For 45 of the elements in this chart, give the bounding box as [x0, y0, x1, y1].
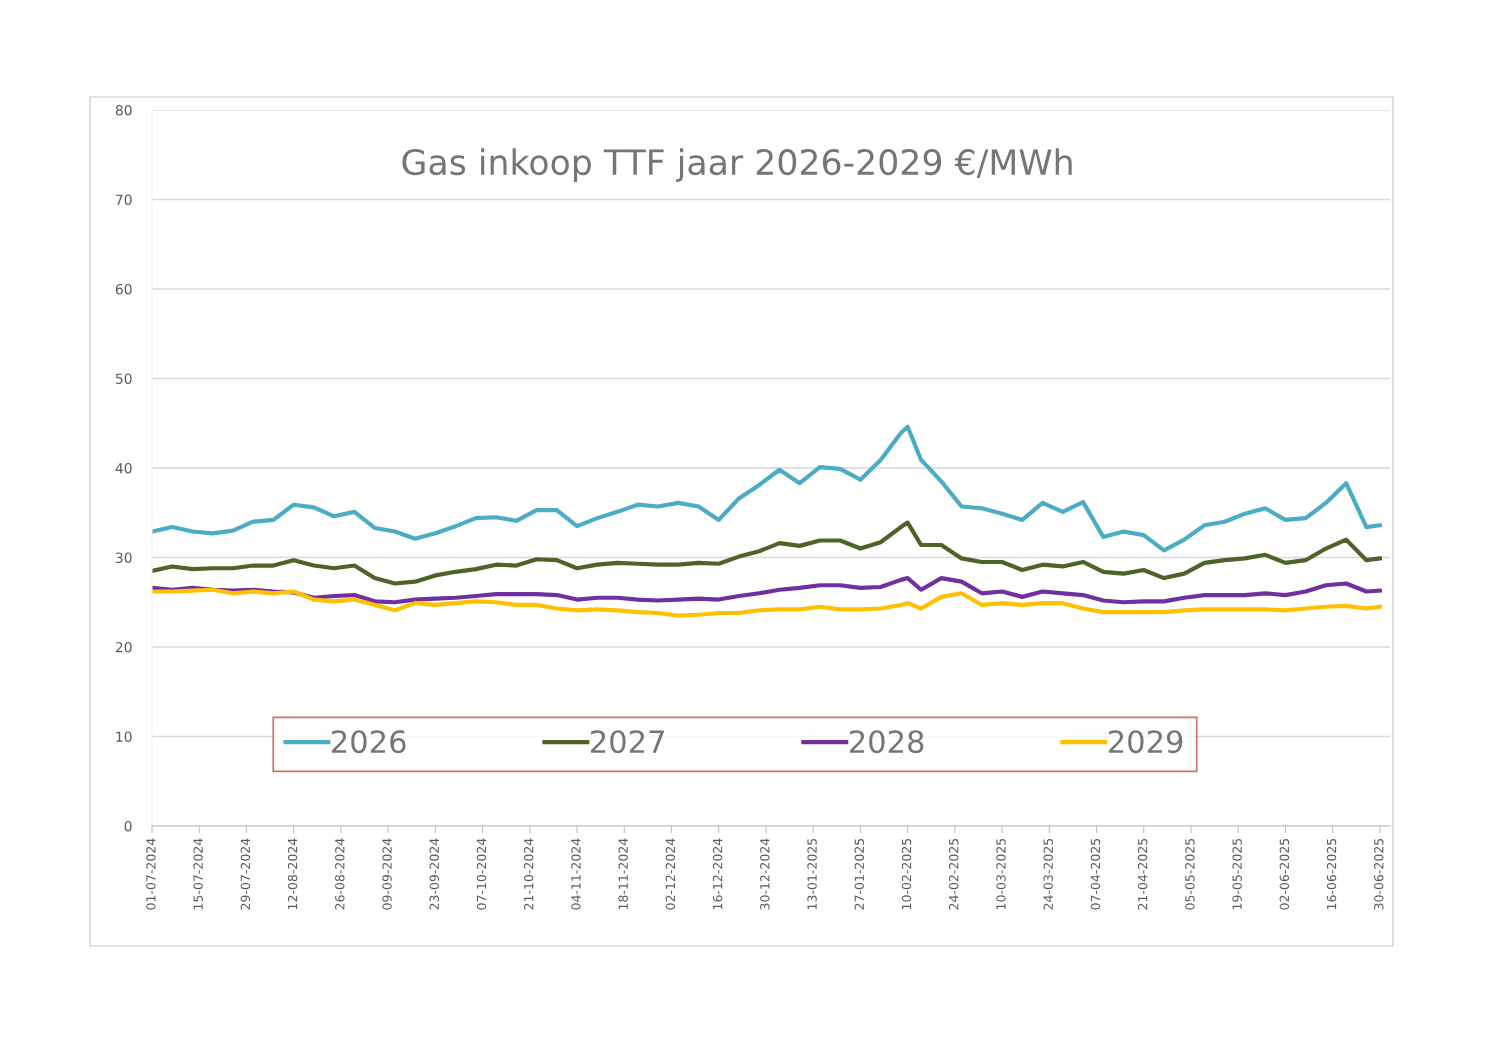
- line-series: [152, 424, 1382, 553]
- line-series: [152, 587, 1382, 618]
- y-tick-label: 10: [116, 731, 132, 742]
- x-tick-label: 13-01-2025: [807, 838, 817, 910]
- x-tick-label: 07-04-2025: [1090, 838, 1101, 910]
- x-tick-label: 05-05-2025: [1185, 838, 1195, 910]
- x-tick-label: 21-04-2025: [1137, 838, 1148, 910]
- x-tick-label: 04-11-2024: [571, 838, 581, 910]
- x-tick-label: 30-06-2025: [1374, 838, 1384, 910]
- x-tick-label: 02-12-2024: [665, 838, 676, 910]
- x-tick-label: 10-03-2025: [996, 838, 1006, 910]
- line-series: [152, 576, 1382, 605]
- text: Gas inkoop TTF jaar 2026-2029 €/MWh: [402, 148, 1072, 182]
- x-tick-label: 19-05-2025: [1232, 838, 1242, 910]
- x-tick-label: 10-02-2025: [901, 838, 912, 910]
- x-tick-label: 02-06-2025: [1279, 838, 1290, 910]
- x-tick-label: 15-07-2024: [193, 838, 203, 910]
- legend-label: 2029: [1108, 730, 1183, 754]
- x-tick-label: 21-10-2024: [523, 838, 534, 910]
- y-tick-label: 60: [115, 283, 132, 295]
- x-tick-label: 01-07-2024: [146, 838, 156, 910]
- x-tick-label: 23-09-2024: [429, 838, 439, 910]
- y-tick-label: 40: [115, 462, 132, 474]
- legend-label: 2027: [591, 730, 664, 754]
- y-tick-label: 20: [115, 641, 132, 653]
- line-series: [152, 520, 1382, 586]
- legend-label: 2028: [849, 730, 924, 754]
- x-tick-label: 27-01-2025: [854, 838, 865, 910]
- x-tick-label: 30-12-2024: [760, 838, 770, 910]
- x-tick-label: 16-06-2025: [1326, 838, 1337, 910]
- y-tick-label: 50: [115, 373, 132, 384]
- y-tick-label: 80: [115, 104, 132, 116]
- x-tick-label: 26-08-2024: [335, 838, 345, 910]
- x-tick-label: 09-09-2024: [382, 838, 392, 910]
- x-tick-label: 07-10-2024: [476, 838, 487, 910]
- y-tick-label: 70: [116, 194, 132, 205]
- x-tick-label: 16-12-2024: [712, 838, 723, 910]
- x-tick-label: 18-11-2024: [618, 838, 628, 910]
- y-tick-label: 0: [124, 820, 132, 832]
- x-tick-label: 29-07-2024: [240, 838, 251, 910]
- x-tick-label: 24-03-2025: [1043, 838, 1053, 910]
- x-tick-label: 12-08-2024: [287, 838, 298, 910]
- x-tick-label: 24-02-2025: [949, 838, 959, 910]
- y-tick-label: 30: [115, 552, 132, 563]
- legend-label: 2026: [332, 730, 406, 754]
